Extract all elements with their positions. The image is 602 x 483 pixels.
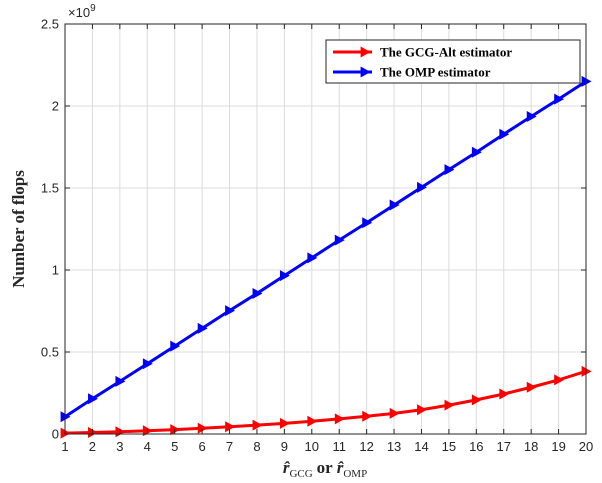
- series-marker-0: [142, 425, 153, 437]
- series-marker-1: [554, 93, 565, 105]
- x-tick-label: 10: [305, 439, 319, 454]
- x-tick-label: 7: [226, 439, 233, 454]
- x-tick-label: 4: [144, 439, 151, 454]
- x-tick-label: 16: [469, 439, 483, 454]
- series-marker-0: [60, 427, 71, 439]
- series-marker-0: [170, 424, 181, 436]
- series-marker-1: [197, 322, 208, 334]
- legend: The GCG-Alt estimator The OMP estimator: [325, 39, 581, 84]
- series-marker-0: [252, 419, 263, 431]
- x-tick-label: 3: [116, 439, 123, 454]
- series-marker-1: [417, 181, 427, 193]
- series-marker-1: [444, 164, 455, 176]
- y-tick-label: 0.5: [41, 345, 59, 360]
- series-marker-0: [334, 413, 345, 425]
- x-tick-label: 2: [89, 439, 96, 454]
- legend-label-0: The GCG-Alt estimator: [380, 45, 512, 60]
- series-marker-0: [362, 410, 373, 422]
- plot-frame: [64, 23, 587, 435]
- x-tick-label: 13: [387, 439, 401, 454]
- x-axis-label: r̂GCG or r̂OMP: [283, 458, 367, 480]
- ticks: 1 2 3 4 5 6 7 8 9 10 11 12 13 14 15 16 17 18 19 2000.511.52…: [41, 17, 593, 455]
- series-marker-0: [279, 417, 290, 429]
- y-tick-label: 1.5: [41, 181, 59, 196]
- series-marker-0: [88, 427, 98, 439]
- series-marker-0: [581, 365, 592, 377]
- series-marker-1: [279, 270, 290, 282]
- x-tick-label: 11: [332, 439, 346, 454]
- series-marker-1: [307, 252, 318, 264]
- series-marker-1: [581, 75, 592, 87]
- x-tick-label: 17: [497, 439, 511, 454]
- legend-box: [325, 39, 581, 84]
- series-marker-1: [170, 340, 181, 352]
- x-tick-label: 14: [414, 439, 428, 454]
- series-line-1: [64, 80, 587, 419]
- x-tick-label: 19: [551, 439, 565, 454]
- x-tick-label: 5: [171, 439, 178, 454]
- x-tick-label: 18: [524, 439, 538, 454]
- x-tick-label: 20: [579, 439, 593, 454]
- legend-swatch-marker-0: [360, 46, 371, 58]
- series-marker-1: [88, 393, 98, 405]
- series-marker-1: [526, 110, 537, 122]
- x-tick-label: 15: [442, 439, 456, 454]
- series-marker-0: [225, 421, 236, 433]
- grid: [64, 23, 587, 435]
- series-marker-0: [307, 415, 318, 427]
- series-marker-1: [362, 217, 373, 229]
- plot-area: [65, 24, 586, 434]
- y-tick-label: 2: [52, 99, 59, 114]
- series-marker-1: [252, 287, 263, 299]
- series-marker-1: [471, 146, 482, 158]
- x-tick-label: 1: [61, 439, 68, 454]
- series-marker-0: [444, 399, 455, 411]
- series-group: [60, 75, 592, 439]
- series-marker-1: [334, 234, 345, 246]
- y-tick-label: 1: [52, 263, 59, 278]
- x-tick-label: 6: [198, 439, 205, 454]
- x-tick-label: 8: [253, 439, 260, 454]
- y-axis-label: Number of flops: [9, 170, 28, 288]
- x-tick-label: 12: [359, 439, 373, 454]
- legend-swatch-marker-1: [360, 66, 371, 78]
- series-marker-0: [499, 388, 510, 400]
- series-marker-1: [115, 375, 126, 387]
- y-exponent-label: ×109: [68, 3, 96, 20]
- legend-label-1: The OMP estimator: [380, 65, 491, 80]
- series-marker-0: [554, 374, 565, 386]
- y-tick-label: 2.5: [41, 17, 59, 32]
- series-marker-0: [197, 422, 208, 434]
- series-marker-1: [60, 411, 71, 423]
- series-marker-0: [471, 394, 482, 406]
- series-marker-0: [417, 404, 427, 416]
- series-marker-0: [389, 407, 400, 419]
- series-marker-0: [526, 381, 537, 393]
- series-marker-1: [499, 128, 510, 140]
- series-marker-1: [389, 199, 400, 211]
- series-marker-1: [225, 305, 236, 317]
- x-tick-label: 9: [281, 439, 288, 454]
- series-marker-1: [142, 358, 153, 370]
- y-tick-label: 0: [52, 427, 59, 442]
